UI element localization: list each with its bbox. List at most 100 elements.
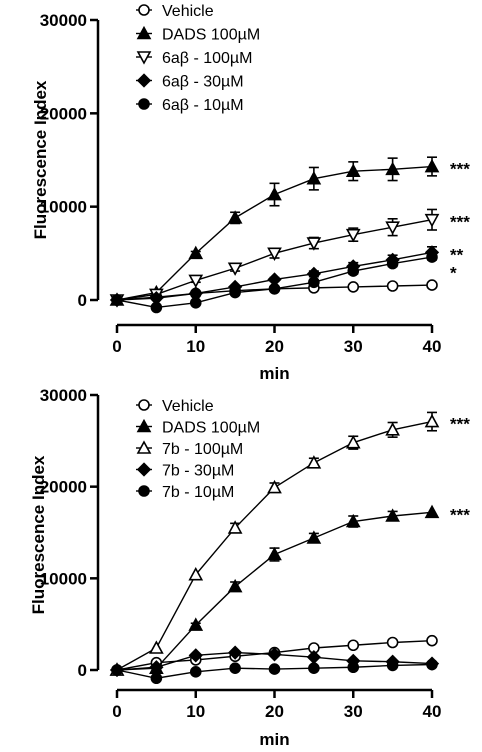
- x-tick-label: 30: [344, 337, 363, 356]
- legend-item: 7b - 10µM: [136, 484, 234, 501]
- data-point: [188, 617, 204, 631]
- data-point: [188, 648, 203, 663]
- data-point: [306, 237, 322, 251]
- data-point: [424, 504, 440, 519]
- data-point: [229, 286, 241, 299]
- data-point: [227, 645, 243, 660]
- data-point: [306, 455, 322, 469]
- data-point: [188, 274, 204, 289]
- x-tick-label: 10: [186, 337, 205, 356]
- legend-item: Vehicle: [136, 3, 214, 20]
- y-tick-label: 30000: [40, 386, 87, 405]
- data-point: [345, 513, 361, 528]
- chart-panel-1: 0 10000 20000 30000 Fluorescence Index 0 10 20 3…: [31, 3, 470, 383]
- data-point: [385, 508, 400, 522]
- significance-label: **: [450, 245, 464, 264]
- data-point: [227, 262, 243, 276]
- legend-label: 7b - 10µM: [162, 484, 234, 501]
- data-point: [150, 672, 163, 685]
- significance-label: *: [450, 263, 457, 282]
- x-tick-label: 40: [423, 702, 442, 721]
- data-point: [306, 650, 322, 665]
- legend: Vehicle DADS 100µM 6aβ - 100µM 6aβ - 30µM 6a…: [136, 3, 260, 114]
- data-point: [347, 265, 360, 277]
- data-point: [188, 245, 204, 260]
- legend-label: 6aβ - 30µM: [162, 74, 244, 91]
- data-point: [426, 251, 438, 263]
- legend-label: 6aβ - 100µM: [162, 50, 252, 67]
- legend-marker: [138, 4, 150, 16]
- x-tick-label: 10: [186, 702, 205, 721]
- series-line: [116, 511, 433, 671]
- data-point: [308, 662, 320, 674]
- legend-label: 7b - 100µM: [162, 441, 243, 458]
- data-point: [345, 434, 361, 449]
- data-point: [306, 170, 322, 185]
- x-axis: 0 10 20 30 40 min: [112, 688, 442, 749]
- legend-marker: [138, 98, 150, 110]
- legend-item: DADS 100µM: [136, 25, 260, 44]
- data-point: [385, 221, 400, 235]
- data-point: [426, 279, 438, 291]
- legend-item: 7b - 30µM: [136, 462, 234, 480]
- data-point: [347, 661, 360, 674]
- y-tick-label: 0: [78, 291, 87, 310]
- legend-item: 6aβ - 30µM: [136, 73, 244, 91]
- data-point: [268, 282, 281, 295]
- significance-label: ***: [450, 160, 470, 179]
- data-point: [385, 422, 400, 436]
- data-point: [386, 636, 399, 649]
- data-point: [386, 659, 399, 672]
- data-point: [111, 664, 123, 676]
- significance-label: ***: [450, 505, 470, 524]
- data-point: [424, 213, 440, 228]
- data-point: [267, 479, 282, 494]
- legend-item: Vehicle: [136, 398, 214, 415]
- data-point: [227, 210, 243, 224]
- legend-item: 6aβ - 10µM: [136, 97, 244, 114]
- y-tick-label: 20000: [40, 478, 87, 497]
- x-tick-label: 20: [265, 337, 284, 356]
- legend-marker: [136, 462, 152, 477]
- legend-label: Vehicle: [162, 398, 214, 415]
- data-point: [308, 276, 320, 289]
- legend-marker: [136, 418, 152, 433]
- data-point: [149, 640, 164, 654]
- legend-label: Vehicle: [162, 3, 214, 20]
- legend-label: 6aβ - 10µM: [162, 97, 244, 114]
- series-3: [109, 208, 440, 308]
- y-tick-label: 20000: [40, 104, 87, 123]
- legend-marker: [136, 51, 152, 65]
- legend-item: 7b - 100µM: [136, 440, 243, 458]
- data-point: [267, 546, 282, 561]
- y-axis: 0 10000 20000 30000 Fluorescence Index: [31, 11, 100, 310]
- y-axis-label: Fluorescence Index: [29, 455, 48, 614]
- data-point: [426, 658, 438, 671]
- data-point: [268, 663, 281, 675]
- data-point: [347, 639, 360, 652]
- legend-marker: [138, 485, 150, 497]
- data-point: [227, 578, 243, 593]
- data-point: [267, 247, 282, 262]
- data-point: [386, 280, 399, 292]
- x-axis: 0 10 20 30 40 min: [112, 323, 441, 383]
- legend-label: 7b - 30µM: [162, 463, 234, 480]
- x-axis-label: min: [259, 730, 289, 749]
- data-point: [188, 566, 204, 581]
- data-point: [345, 228, 361, 243]
- legend-item: 6aβ - 100µM: [136, 50, 252, 67]
- data-point: [111, 294, 123, 306]
- legend-label: DADS 100µM: [162, 420, 260, 437]
- data-point: [267, 647, 282, 662]
- data-point: [189, 666, 202, 678]
- legend: Vehicle DADS 100µM 7b - 100µM 7b - 30µM 7b -…: [136, 398, 260, 501]
- y-axis: 0 10000 20000 30000 Fluorescence Index: [29, 386, 100, 680]
- data-point: [386, 257, 399, 270]
- chart-panel-2: 0 10000 20000 30000 Fluorescence Index 0 10 20 3…: [29, 386, 470, 749]
- legend-marker: [136, 25, 152, 40]
- x-tick-label: 0: [112, 702, 121, 721]
- y-tick-label: 0: [78, 661, 87, 680]
- data-point: [229, 662, 241, 674]
- legend-marker: [136, 440, 152, 454]
